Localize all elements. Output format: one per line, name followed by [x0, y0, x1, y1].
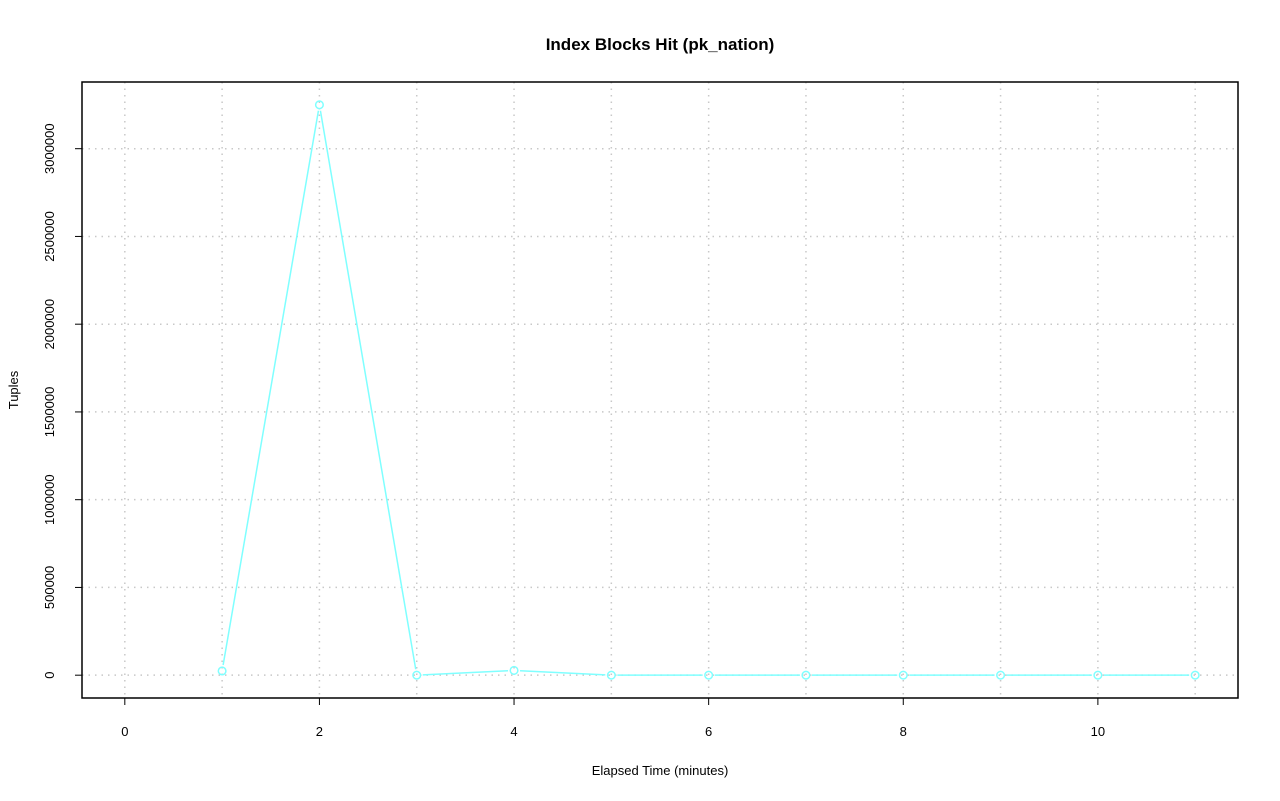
data-point [996, 670, 1006, 680]
x-axis-label: Elapsed Time (minutes) [592, 763, 729, 778]
data-point [509, 665, 519, 675]
data-point [1093, 670, 1103, 680]
x-tick-label: 2 [316, 724, 323, 739]
chart-title: Index Blocks Hit (pk_nation) [546, 35, 775, 54]
axes: 0 2 4 6 8 10 0 500000 1000000 1500000 2000000 25000… [42, 123, 1105, 739]
data-point [217, 666, 227, 676]
series-segment [222, 110, 320, 666]
series [217, 100, 1200, 680]
x-tick-label: 0 [121, 724, 128, 739]
data-point [606, 670, 616, 680]
data-point [898, 670, 908, 680]
data-point [801, 670, 811, 680]
plot-box [81, 81, 1239, 699]
x-tick-label: 8 [900, 724, 907, 739]
series-segment [422, 669, 509, 676]
grid [82, 82, 1238, 698]
series-segment [519, 669, 606, 676]
x-tick-label: 4 [510, 724, 517, 739]
y-tick-label: 3000000 [42, 123, 57, 174]
y-tick-label: 2500000 [42, 211, 57, 262]
series-segment [319, 110, 417, 670]
x-tick-label: 10 [1091, 724, 1105, 739]
data-point [704, 670, 714, 680]
y-tick-label: 0 [42, 672, 57, 679]
y-tick-label: 1000000 [42, 474, 57, 525]
y-axis-label: Tuples [6, 370, 21, 409]
data-point [1190, 670, 1200, 680]
data-point [314, 100, 324, 110]
x-tick-label: 6 [705, 724, 712, 739]
y-tick-label: 1500000 [42, 387, 57, 438]
data-point [412, 670, 422, 680]
y-tick-label: 2000000 [42, 299, 57, 350]
y-tick-label: 500000 [42, 566, 57, 609]
